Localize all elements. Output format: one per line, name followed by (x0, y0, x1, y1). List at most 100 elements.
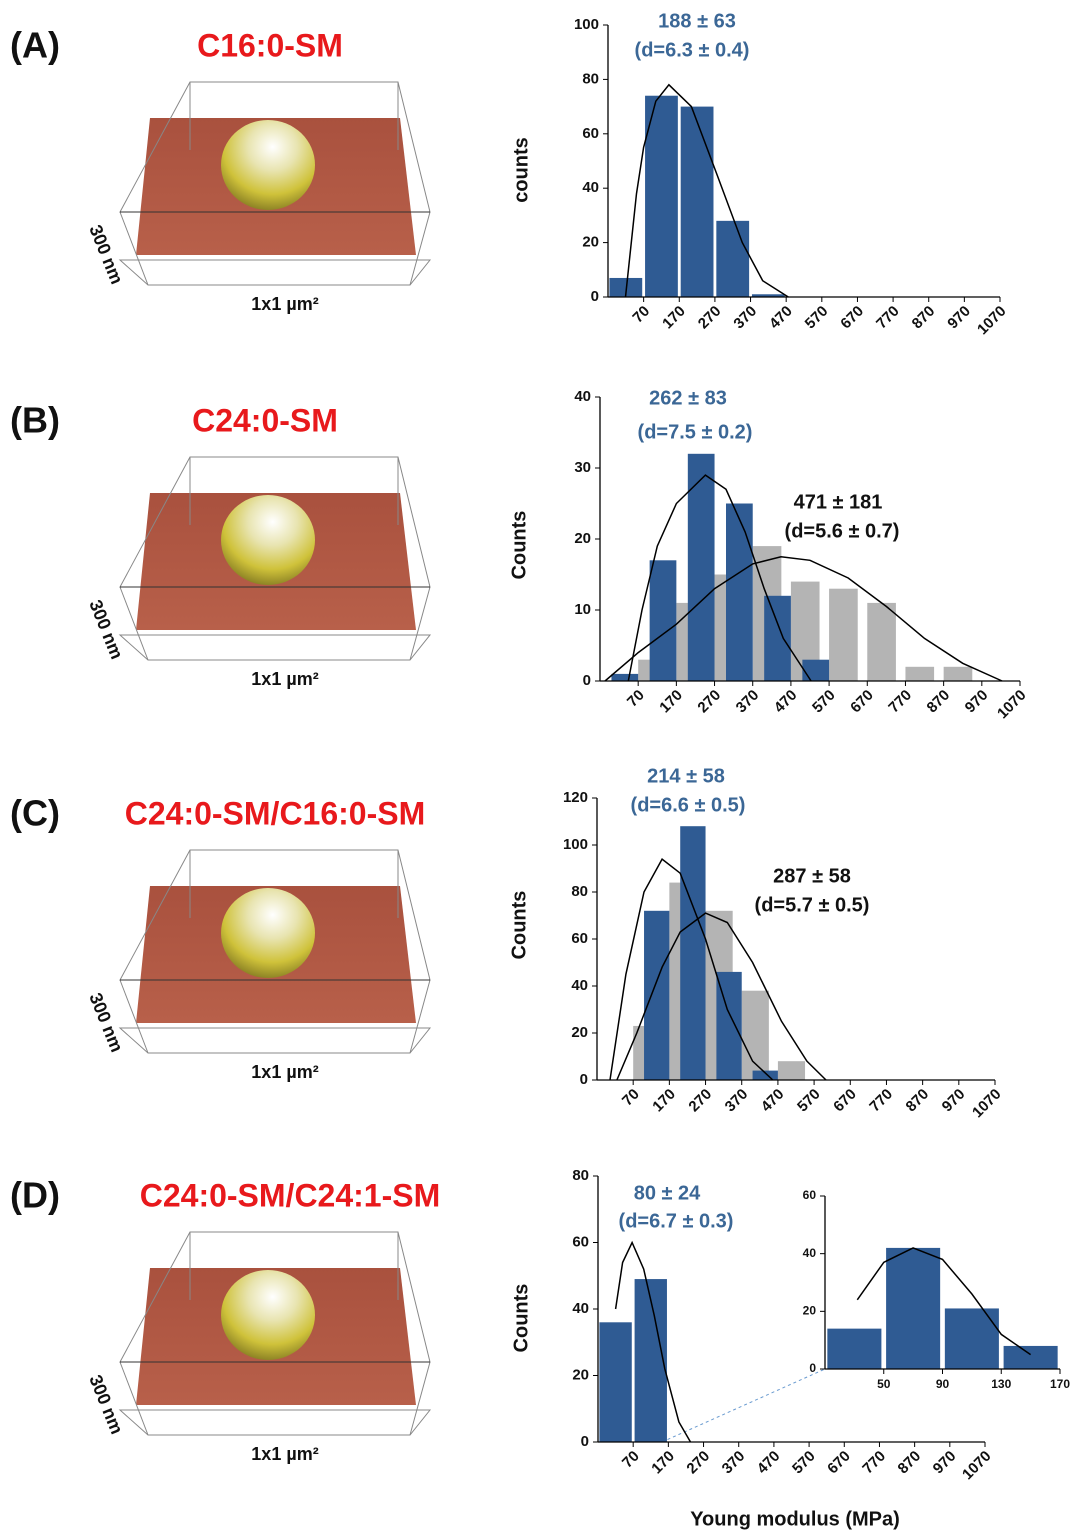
y-tick-label: 40 (582, 179, 599, 196)
y-tick-label: 80 (582, 70, 599, 87)
image-box-edge (119, 979, 149, 1054)
y-tick-label: 80 (572, 1167, 589, 1184)
x-tick-label: 130 (991, 1377, 1011, 1391)
x-tick-label: 570 (802, 303, 832, 333)
image-box-edge (119, 211, 149, 286)
y-tick-label: 0 (591, 288, 599, 305)
x-tick-label: 170 (648, 1448, 678, 1478)
bar (1003, 1345, 1058, 1369)
sample-label: C24:0-SM (192, 402, 338, 438)
x-tick-label: 770 (873, 303, 903, 333)
image-dome (221, 1270, 315, 1360)
bar (827, 1328, 882, 1369)
bar (777, 1061, 806, 1080)
z-scale-label: 300 nm (85, 1372, 127, 1437)
y-tick-label: 0 (583, 672, 591, 689)
annotation: (d=7.5 ± 0.2) (638, 421, 753, 443)
y-tick-label: 0 (580, 1071, 588, 1088)
afm-image (118, 849, 432, 1054)
x-tick-label: 270 (685, 1086, 715, 1116)
x-tick-label: 970 (939, 1086, 969, 1116)
annotation: 80 ± 24 (634, 1182, 701, 1204)
panel-label: (B) (10, 400, 60, 441)
annotation: 471 ± 181 (794, 491, 883, 513)
annotation: 287 ± 58 (773, 865, 851, 887)
x-tick-label: 170 (1050, 1377, 1070, 1391)
bar (611, 673, 639, 681)
bar (644, 910, 670, 1080)
x-tick-label: 370 (719, 1448, 749, 1478)
image-box-bottom (118, 259, 432, 286)
annotation: (d=6.3 ± 0.4) (635, 39, 750, 61)
y-tick-label: 60 (572, 1233, 589, 1250)
x-tick-label: 70 (624, 687, 648, 711)
y-tick-label: 60 (803, 1188, 817, 1202)
x-tick-label: 670 (830, 1086, 860, 1116)
panel-label: (C) (10, 793, 60, 834)
inset-connector (661, 1368, 826, 1443)
x-tick-label: 870 (903, 1086, 933, 1116)
image-box-bottom (118, 1027, 432, 1054)
bar (802, 659, 830, 681)
z-scale-label: 300 nm (85, 990, 127, 1055)
bar (599, 1322, 632, 1442)
sample-label: C24:0-SM/C16:0-SM (125, 795, 426, 831)
x-tick-label: 570 (809, 687, 839, 717)
y-tick-label: 0 (581, 1433, 589, 1450)
y-tick-label: 20 (572, 1366, 589, 1383)
y-tick-label: 10 (574, 601, 591, 618)
y-tick-label: 40 (574, 388, 591, 405)
x-tick-label: 170 (659, 303, 689, 333)
x-tick-label: 70 (629, 303, 653, 327)
y-tick-label: 40 (571, 977, 588, 994)
x-tick-label: 770 (885, 687, 915, 717)
bar (943, 666, 973, 681)
xy-scale-label: 1x1 µm² (251, 1444, 318, 1464)
x-tick-label: 670 (824, 1448, 854, 1478)
y-axis-label: Counts (510, 1284, 532, 1353)
bar (634, 1279, 667, 1442)
y-tick-label: 20 (574, 530, 591, 547)
x-tick-label: 670 (847, 687, 877, 717)
x-tick-label: 670 (837, 303, 867, 333)
x-tick-label: 870 (895, 1448, 925, 1478)
bar (944, 1308, 999, 1369)
x-tick-label: 470 (771, 687, 801, 717)
image-box-bottom (118, 1409, 432, 1436)
x-tick-label: 970 (930, 1448, 960, 1478)
bar (886, 1247, 941, 1369)
image-box-edge (119, 1361, 149, 1436)
fit-curve (616, 912, 827, 1081)
chart-panel: (B) C24:0-SM 300 nm 1x1 µm² 0 10 20 30 40 70 170 27… (10, 387, 1030, 722)
fit-curve (624, 83, 789, 298)
y-axis-label: counts (510, 137, 532, 203)
annotation: (d=5.7 ± 0.5) (755, 894, 870, 916)
bar (867, 602, 896, 681)
image-dome (221, 120, 315, 210)
xy-scale-label: 1x1 µm² (251, 1062, 318, 1082)
image-box-edge (409, 1361, 431, 1436)
afm-image (118, 456, 432, 661)
xy-scale-label: 1x1 µm² (251, 669, 318, 689)
sample-label: C16:0-SM (197, 27, 343, 63)
bar (905, 666, 935, 681)
x-tick-label: 70 (619, 1448, 643, 1472)
chart-panel: 0 20 40 60 50 90 130 170 (803, 1188, 1071, 1391)
image-dome (221, 495, 315, 585)
x-tick-label: 1070 (994, 687, 1030, 723)
x-tick-label: 370 (722, 1086, 752, 1116)
x-tick-label: 570 (789, 1448, 819, 1478)
image-box-edge (409, 211, 431, 286)
y-axis-label: Counts (508, 891, 530, 960)
x-tick-label: 370 (733, 687, 763, 717)
fit-curve (627, 474, 812, 682)
bar (680, 826, 706, 1080)
y-tick-label: 0 (809, 1361, 816, 1375)
annotation: 214 ± 58 (647, 765, 725, 787)
y-tick-label: 40 (572, 1300, 589, 1317)
chart-panel: (A) C16:0-SM 300 nm 1x1 µm² 0 20 40 60 80 100 70 17… (10, 10, 1010, 338)
bar (726, 503, 753, 681)
y-tick-label: 20 (571, 1024, 588, 1041)
annotation: 262 ± 83 (649, 387, 727, 409)
